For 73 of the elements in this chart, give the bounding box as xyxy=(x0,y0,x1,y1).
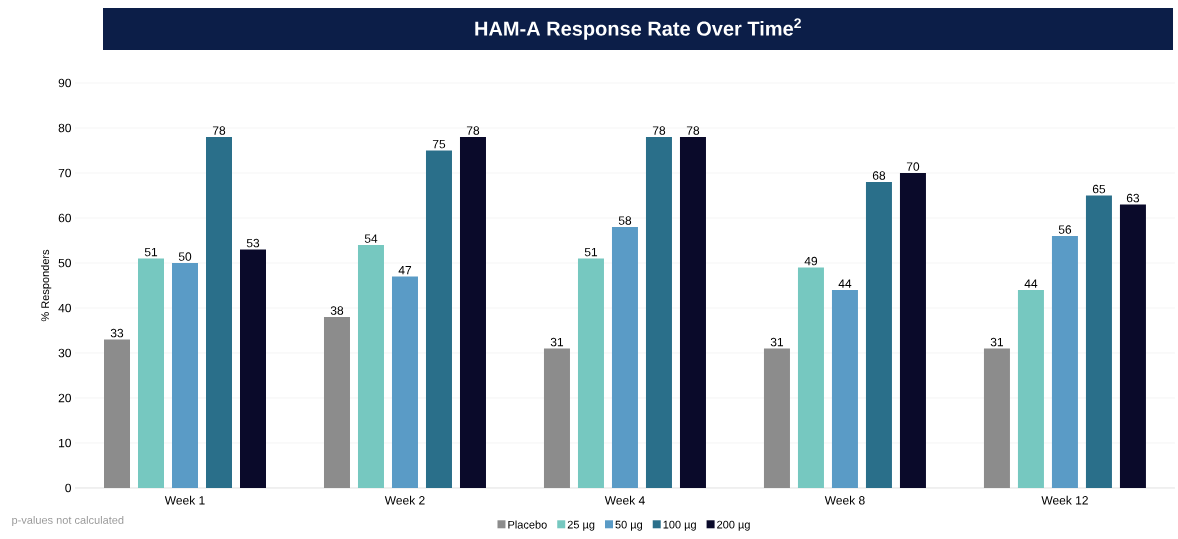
bar xyxy=(206,137,232,488)
bar xyxy=(1119,204,1146,488)
data-label: 78 xyxy=(466,126,480,135)
data-label: 47 xyxy=(398,266,412,275)
bar xyxy=(899,173,926,488)
y-axis-title: % Responders xyxy=(41,249,52,322)
data-label: 78 xyxy=(686,126,700,135)
bar xyxy=(763,348,790,488)
x-tick-label: Week 4 xyxy=(604,495,645,505)
bar xyxy=(323,317,350,488)
y-tick-label: 10 xyxy=(59,438,71,448)
bar xyxy=(611,227,638,488)
data-label: 54 xyxy=(364,234,378,243)
bar xyxy=(240,249,266,488)
y-tick-label: 40 xyxy=(58,303,71,313)
x-tick-label: Week 2 xyxy=(384,495,425,505)
bar xyxy=(577,258,604,488)
bar xyxy=(1017,290,1044,488)
data-label: 38 xyxy=(330,306,344,315)
bar xyxy=(104,339,130,488)
text: p-values not calculated xyxy=(12,515,124,527)
bar xyxy=(543,348,570,488)
data-label: 58 xyxy=(618,216,632,225)
data-label: 65 xyxy=(1092,184,1106,194)
data-label: 78 xyxy=(212,126,226,135)
data-label: 50 xyxy=(178,252,192,261)
bar xyxy=(645,137,672,488)
y-tick-label: 0 xyxy=(65,483,72,493)
legend-label: Placebo xyxy=(508,520,547,529)
data-label: 68 xyxy=(872,171,886,180)
bar xyxy=(425,150,452,488)
bar xyxy=(983,348,1010,488)
y-tick-label: 30 xyxy=(58,348,71,358)
data-label: 63 xyxy=(1126,193,1140,203)
data-label: 51 xyxy=(144,247,158,257)
legend-label: 200 µg xyxy=(717,520,750,531)
bar xyxy=(865,182,892,488)
legend-label: 100 µg xyxy=(663,520,696,531)
legend-label: 25 µg xyxy=(567,520,595,531)
y-tick-label: 80 xyxy=(58,123,71,133)
y-tick-label: 20 xyxy=(58,393,71,403)
data-label: 44 xyxy=(838,279,852,288)
data-label: 44 xyxy=(1024,279,1038,288)
data-label: 31 xyxy=(770,337,784,347)
data-label: 70 xyxy=(906,162,920,171)
bar xyxy=(1085,195,1112,488)
data-label: 56 xyxy=(1058,225,1072,234)
y-tick-label: 60 xyxy=(58,213,71,223)
data-label: 53 xyxy=(246,238,260,248)
bar xyxy=(797,267,824,488)
data-label: 33 xyxy=(110,328,124,338)
chart-title: HAM-A Response Rate Over Time$^{2}$ xyxy=(475,18,801,40)
bar xyxy=(1051,236,1078,488)
bar xyxy=(172,263,198,488)
bar xyxy=(831,290,858,488)
x-tick-label: Week 1 xyxy=(164,495,205,505)
data-label: 31 xyxy=(550,337,564,347)
x-tick-label: Week 12 xyxy=(1041,495,1088,505)
x-tick-label: Week 8 xyxy=(824,495,865,505)
bar xyxy=(391,276,418,488)
data-label: 78 xyxy=(652,126,666,135)
y-tick-label: 90 xyxy=(58,78,71,88)
bar xyxy=(459,137,486,488)
data-label: 51 xyxy=(584,247,598,257)
data-label: 75 xyxy=(432,139,446,149)
bar xyxy=(137,258,164,488)
data-label: 31 xyxy=(990,337,1004,347)
legend-label: 50 µg xyxy=(615,520,643,531)
bar xyxy=(357,245,384,488)
bar xyxy=(679,137,706,488)
data-label: 49 xyxy=(804,256,818,266)
y-tick-label: 70 xyxy=(58,168,71,178)
y-tick-label: 50 xyxy=(58,258,71,268)
